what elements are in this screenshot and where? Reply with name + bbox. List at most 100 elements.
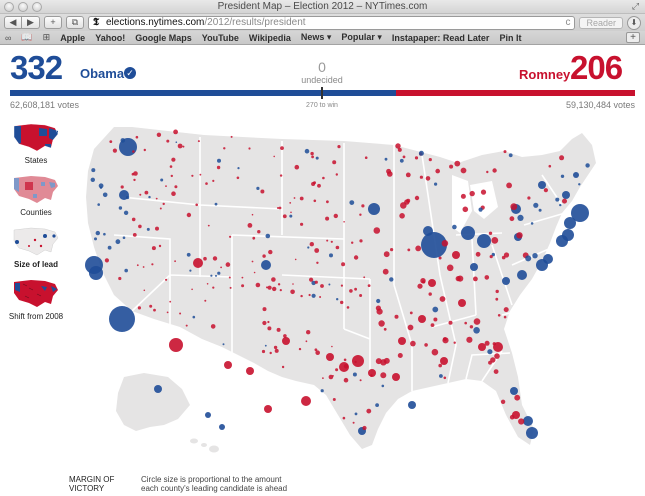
county-dot-rep xyxy=(317,183,321,188)
close-window-button[interactable] xyxy=(4,2,14,12)
county-dot-rep xyxy=(473,318,481,325)
county-dot-rep xyxy=(133,178,136,182)
county-dot-rep xyxy=(414,156,419,160)
fullscreen-icon[interactable]: ⤢ xyxy=(631,1,640,11)
county-dot-rep xyxy=(132,233,137,237)
reading-list-icon[interactable]: ∞ xyxy=(5,32,12,43)
downloads-icon[interactable]: ⬇ xyxy=(627,15,641,30)
romney-electoral-votes: 206 xyxy=(570,49,623,86)
county-dot-rep xyxy=(267,320,270,324)
county-dot-rep xyxy=(433,317,438,322)
county-dot-rep xyxy=(220,266,223,269)
county-dot-rep xyxy=(489,255,493,259)
county-dot-dem xyxy=(573,172,579,178)
county-dot-rep xyxy=(359,239,363,243)
county-dot-rep xyxy=(425,176,431,181)
county-dot-rep xyxy=(267,285,272,290)
view-counties-label: Counties xyxy=(20,208,52,217)
view-size-of-lead[interactable]: Size of lead xyxy=(8,226,64,269)
back-button[interactable]: ◀ xyxy=(4,16,22,29)
county-dot-rep xyxy=(290,289,295,295)
county-dot-rep xyxy=(428,158,432,162)
forward-button[interactable]: ▶ xyxy=(22,16,40,29)
county-dot-dem xyxy=(315,156,319,160)
county-dot-dem xyxy=(376,298,381,304)
county-dot-rep xyxy=(186,212,192,218)
romney-popular-votes: 59,130,484 votes xyxy=(565,100,635,110)
county-dot-dem xyxy=(120,138,126,143)
county-dot-rep xyxy=(308,293,311,297)
county-dot-rep xyxy=(431,348,439,356)
county-dot-rep xyxy=(421,280,426,284)
county-dot-rep xyxy=(298,347,302,351)
county-dot-rep xyxy=(228,276,231,279)
county-dot-rep xyxy=(277,207,279,209)
county-dot-rep xyxy=(342,416,346,420)
zoom-window-button[interactable] xyxy=(32,2,42,12)
county-dot-rep xyxy=(462,206,469,213)
bookmarks-bar: ∞ 📖 ⊞ Apple Yahoo! Google Maps YouTube W… xyxy=(0,31,645,45)
minimize-window-button[interactable] xyxy=(18,2,28,12)
view-shift-from-2008[interactable]: Shift from 2008 xyxy=(8,278,64,321)
view-states[interactable]: States xyxy=(8,122,64,165)
reload-icon[interactable]: c xyxy=(565,17,571,28)
county-dot-rep xyxy=(210,324,216,329)
county-dot-rep xyxy=(274,348,279,353)
county-dot-rep xyxy=(293,197,296,199)
bookmark-yahoo[interactable]: Yahoo! xyxy=(95,32,126,43)
bookmark-instapaper[interactable]: Instapaper: Read Later xyxy=(391,32,490,43)
bookmark-pin-it[interactable]: Pin It xyxy=(499,32,522,43)
county-dot-rep xyxy=(143,289,146,292)
county-dot-rep xyxy=(300,294,303,298)
bookmarks-icon[interactable]: 📖 xyxy=(21,32,33,42)
obama-electoral-votes: 332 xyxy=(10,49,63,86)
county-dot-dem xyxy=(477,234,491,248)
bookmark-youtube[interactable]: YouTube xyxy=(201,32,239,43)
bookmark-popular-menu[interactable]: Popular ▾ xyxy=(341,32,382,42)
county-dot-dem xyxy=(536,259,548,271)
bookmark-google-maps[interactable]: Google Maps xyxy=(135,32,192,43)
county-dot-rep xyxy=(314,280,318,284)
window-titlebar: President Map – Election 2012 – NYTimes.… xyxy=(0,0,645,14)
county-dot-rep xyxy=(294,258,297,261)
county-dot-rep xyxy=(138,224,142,229)
county-dot-rep xyxy=(306,330,311,335)
view-counties[interactable]: Counties xyxy=(8,174,64,217)
county-dot-rep xyxy=(354,360,357,364)
share-button[interactable]: ⧉ xyxy=(66,16,84,29)
county-dot-rep xyxy=(179,312,182,315)
county-dot-rep xyxy=(289,202,292,204)
county-dot-rep xyxy=(559,155,565,161)
address-bar[interactable]: 𝕿 elections.nytimes.com/2012/results/pre… xyxy=(88,15,576,30)
bookmark-news-menu[interactable]: News ▾ xyxy=(300,32,332,42)
county-dot-rep xyxy=(340,300,344,305)
county-dot-rep xyxy=(283,334,287,338)
county-dot-rep xyxy=(257,230,261,234)
county-dot-rep xyxy=(191,174,194,177)
county-dot-rep xyxy=(352,355,364,367)
county-dot-dem xyxy=(487,349,493,355)
bookmark-wikipedia[interactable]: Wikipedia xyxy=(248,32,291,43)
add-bookmark-button[interactable]: + xyxy=(44,16,62,29)
county-dot-rep xyxy=(378,320,385,327)
county-dot-rep xyxy=(326,353,334,361)
county-dot-rep xyxy=(382,268,389,275)
county-dot-rep xyxy=(383,357,390,364)
new-tab-button[interactable]: + xyxy=(626,32,640,43)
county-dot-dem xyxy=(90,177,95,182)
county-dot-rep xyxy=(510,203,518,211)
county-dot-rep xyxy=(191,288,193,291)
county-dot-rep xyxy=(185,324,188,327)
county-dot-rep xyxy=(439,296,446,302)
county-dot-rep xyxy=(494,353,500,359)
county-dot-rep xyxy=(159,207,162,210)
top-sites-icon[interactable]: ⊞ xyxy=(42,32,51,42)
county-dot-rep xyxy=(359,379,362,382)
county-dot-rep xyxy=(392,373,400,381)
us-county-map[interactable] xyxy=(72,115,640,455)
county-dot-rep xyxy=(398,337,406,345)
reader-button[interactable]: Reader xyxy=(579,16,623,29)
county-dot-rep xyxy=(155,226,159,231)
bookmark-apple[interactable]: Apple xyxy=(60,32,86,43)
county-dot-rep xyxy=(322,377,324,379)
